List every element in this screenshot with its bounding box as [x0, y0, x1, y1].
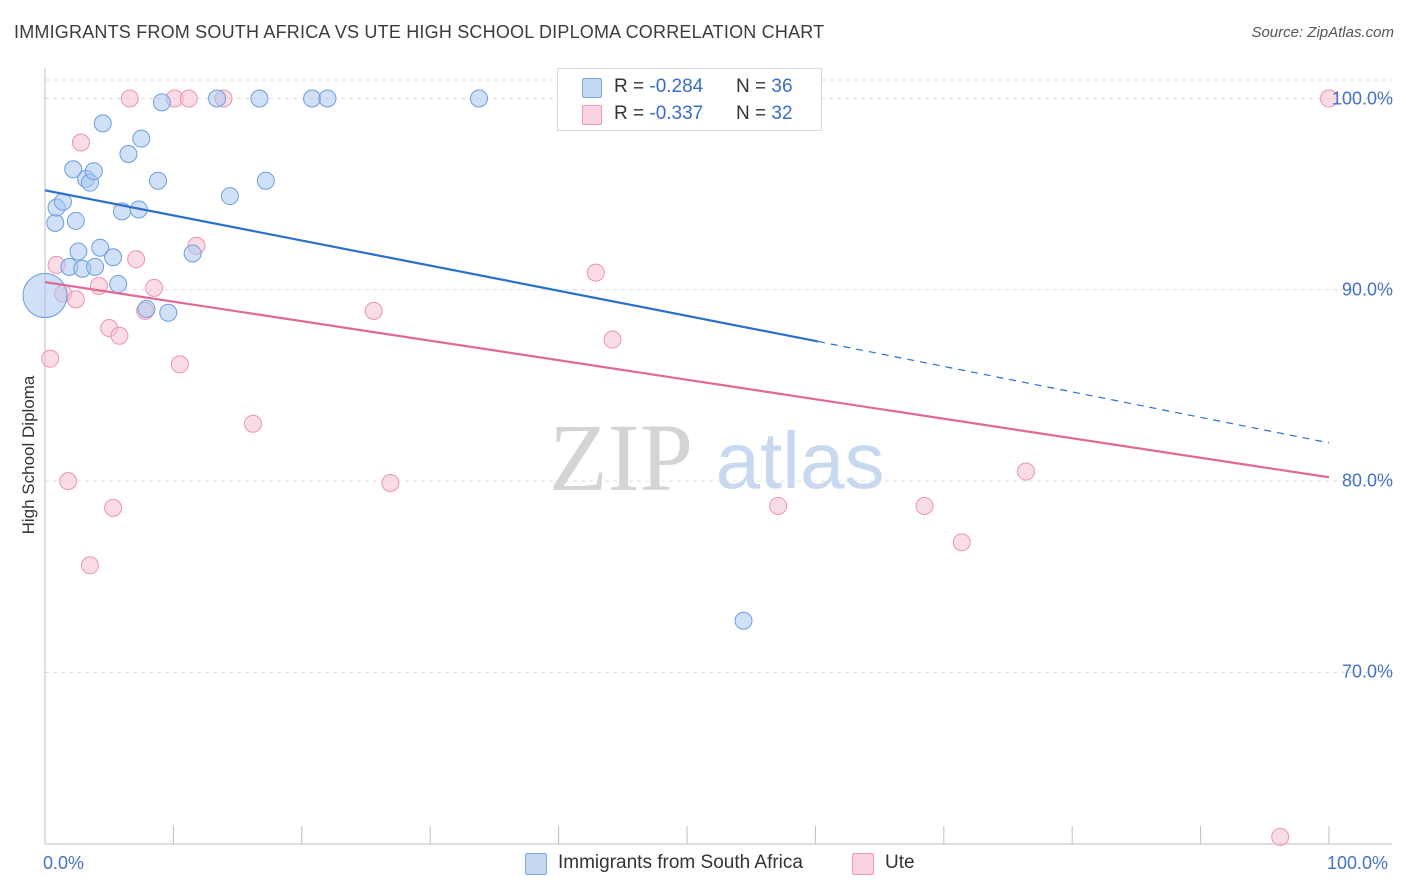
legend-n: N = 32: [736, 103, 793, 125]
legend-r-label: R =: [614, 103, 650, 124]
legend-swatch-pink: [582, 105, 602, 125]
south-africa-point: [137, 299, 156, 318]
y-tick-label: 100.0%: [1331, 88, 1393, 108]
ute-point: [915, 496, 934, 515]
south-africa-point: [22, 273, 68, 319]
ute-points: [41, 89, 1338, 846]
legend-swatch-blue: [582, 78, 602, 98]
legend-n-value: 36: [771, 76, 793, 97]
south-africa-point: [64, 160, 83, 179]
watermark: ZIP atlas: [549, 404, 884, 511]
south-africa-point: [256, 171, 275, 190]
ute-point: [603, 330, 622, 349]
legend-r-value: -0.284: [649, 76, 704, 97]
legend-n: N = 36: [736, 76, 793, 98]
ute-point: [145, 278, 164, 297]
watermark-zip: ZIP: [549, 404, 693, 511]
south-africa-points: [22, 89, 753, 630]
legend-swatch-blue: [525, 853, 547, 875]
ute-point: [244, 414, 263, 433]
ute-point: [170, 355, 189, 374]
south-africa-point: [152, 93, 171, 112]
south-africa-point: [469, 89, 488, 108]
south-africa-point: [318, 89, 337, 108]
ute-point: [104, 498, 123, 517]
legend-swatch-pink: [852, 853, 874, 875]
legend-r: R = -0.284: [614, 76, 703, 98]
south-africa-point: [66, 211, 85, 230]
south-africa-point: [84, 162, 103, 181]
ute-point: [120, 89, 139, 108]
series-legend: Immigrants from South Africa Ute: [0, 851, 1406, 877]
south-africa-point: [69, 242, 88, 261]
x-tick-label-min: 0.0%: [43, 853, 85, 873]
ute-point: [364, 301, 383, 320]
ute-point: [381, 474, 400, 493]
south-africa-point: [109, 275, 128, 294]
axes: [44, 68, 1392, 845]
ute-point: [80, 556, 99, 575]
south-africa-point: [132, 129, 151, 148]
ute-point: [66, 290, 85, 309]
ute-point: [1271, 827, 1290, 846]
chart-title: IMMIGRANTS FROM SOUTH AFRICA VS UTE HIGH…: [14, 22, 825, 42]
correlation-legend: R = -0.284 N = 36 R = -0.337 N = 32: [557, 68, 822, 131]
south-africa-trend-line: [44, 189, 819, 343]
legend-label: Ute: [885, 852, 915, 873]
x-tick-label-max: 100.0%: [1327, 853, 1389, 873]
source-credit: Source: ZipAtlas.com: [1251, 24, 1394, 41]
ute-point: [1016, 462, 1035, 481]
south-africa-point: [303, 89, 322, 108]
ute-point: [1320, 89, 1338, 108]
south-africa-point: [93, 114, 112, 133]
ute-point: [59, 472, 78, 491]
gridlines: [45, 79, 1392, 673]
legend-r-value: -0.337: [649, 103, 704, 124]
legend-r-label: R =: [614, 76, 650, 97]
legend-n-label: N =: [736, 103, 772, 124]
south-africa-point: [119, 144, 138, 163]
legend-n-value: 32: [771, 103, 793, 124]
south-africa-point: [734, 611, 753, 630]
legend-label: Immigrants from South Africa: [558, 852, 803, 873]
south-africa-point: [220, 187, 239, 206]
south-africa-point: [91, 238, 110, 257]
y-tick-label: 70.0%: [1341, 661, 1393, 682]
south-africa-point: [46, 213, 65, 232]
legend-n-label: N =: [736, 76, 772, 97]
south-africa-point: [250, 89, 269, 108]
y-tick-label: 90.0%: [1341, 279, 1393, 300]
ute-point: [41, 349, 60, 368]
south-africa-point: [159, 303, 178, 322]
ute-point: [71, 133, 90, 152]
south-africa-point: [208, 89, 227, 108]
trend-lines: [44, 189, 1330, 479]
ute-trend-line: [44, 281, 1330, 479]
y-tick-label: 80.0%: [1341, 470, 1393, 491]
ute-point: [952, 533, 971, 552]
south-africa-point: [104, 248, 123, 267]
ute-point: [179, 89, 198, 108]
south-africa-point: [148, 171, 167, 190]
ute-point: [769, 496, 788, 515]
south-africa-point: [86, 257, 105, 276]
legend-r: R = -0.337: [614, 103, 703, 125]
south-africa-trend-extension: [817, 340, 1330, 444]
ute-point: [127, 250, 146, 269]
watermark-atlas: atlas: [716, 416, 885, 505]
ute-point: [110, 326, 129, 345]
ute-point: [586, 263, 605, 282]
south-africa-point: [183, 244, 202, 263]
